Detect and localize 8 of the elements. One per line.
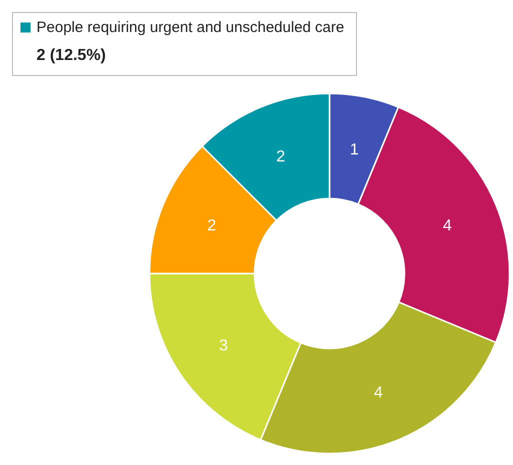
legend-label: People requiring urgent and unscheduled care <box>36 19 344 36</box>
text: 2 (12.5%) <box>36 47 106 64</box>
data-label: 2 <box>276 148 286 166</box>
data-label: 4 <box>374 384 383 402</box>
data-label: 4 <box>442 218 452 235</box>
data-label: 2 <box>207 218 216 235</box>
data-label: 3 <box>219 337 228 354</box>
data-label: 1 <box>350 141 359 158</box>
